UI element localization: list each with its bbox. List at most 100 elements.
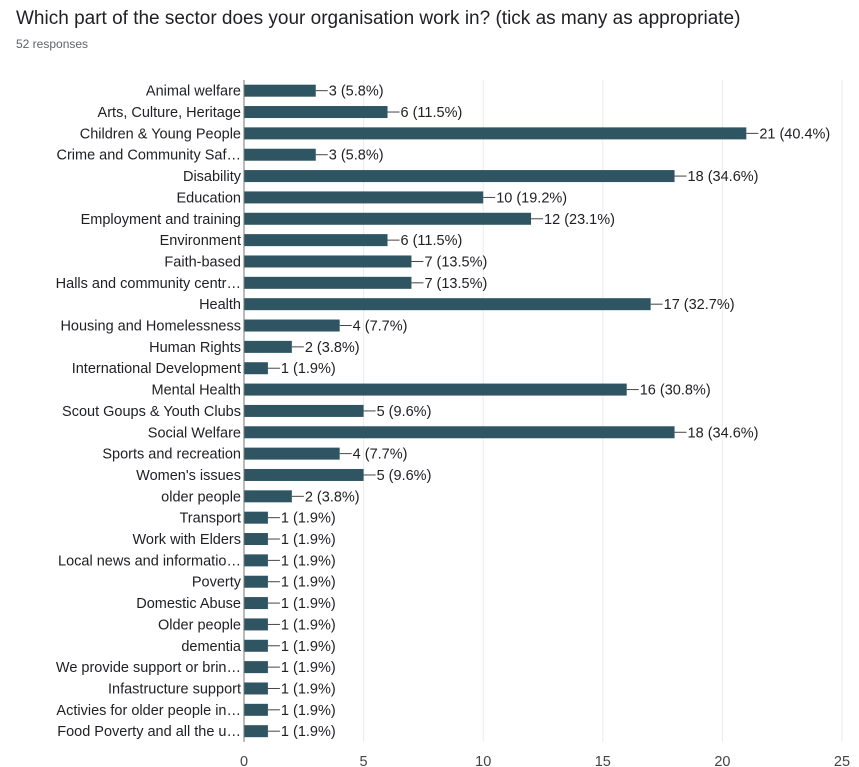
bar[interactable] bbox=[244, 575, 268, 588]
bar[interactable] bbox=[244, 404, 364, 417]
bar[interactable] bbox=[244, 597, 268, 610]
x-tick-label: 25 bbox=[834, 754, 850, 767]
category-label: Local news and informatio… bbox=[58, 553, 241, 569]
data-label: 18 (34.6%) bbox=[688, 425, 759, 441]
data-label: 10 (19.2%) bbox=[496, 190, 567, 206]
bar[interactable] bbox=[244, 298, 651, 311]
bar[interactable] bbox=[244, 639, 268, 652]
data-label: 1 (1.9%) bbox=[281, 361, 336, 377]
data-label: 1 (1.9%) bbox=[281, 575, 336, 591]
category-label: We provide support or brin… bbox=[56, 660, 241, 676]
bar[interactable] bbox=[244, 533, 268, 546]
bar[interactable] bbox=[244, 319, 340, 332]
bar[interactable] bbox=[244, 276, 412, 289]
bar[interactable] bbox=[244, 234, 388, 247]
bar[interactable] bbox=[244, 447, 340, 460]
data-label: 4 (7.7%) bbox=[353, 447, 408, 463]
data-label: 1 (1.9%) bbox=[281, 639, 336, 655]
data-label: 1 (1.9%) bbox=[281, 596, 336, 612]
bar[interactable] bbox=[244, 682, 268, 695]
data-label: 5 (9.6%) bbox=[377, 468, 432, 484]
category-label: Social Welfare bbox=[148, 425, 241, 441]
bar[interactable] bbox=[244, 106, 388, 119]
bar-layer bbox=[244, 84, 747, 738]
category-label: Mental Health bbox=[152, 383, 241, 399]
data-label: 1 (1.9%) bbox=[281, 703, 336, 719]
data-label: 1 (1.9%) bbox=[281, 532, 336, 548]
x-tick-label: 20 bbox=[714, 754, 730, 767]
category-label: Environment bbox=[160, 233, 241, 249]
data-label: 1 (1.9%) bbox=[281, 724, 336, 740]
data-label: 12 (23.1%) bbox=[544, 212, 615, 228]
bar[interactable] bbox=[244, 255, 412, 268]
bar[interactable] bbox=[244, 618, 268, 631]
data-label: 1 (1.9%) bbox=[281, 681, 336, 697]
data-label: 18 (34.6%) bbox=[688, 169, 759, 185]
category-label: Sports and recreation bbox=[102, 447, 241, 463]
bar[interactable] bbox=[244, 554, 268, 567]
bar[interactable] bbox=[244, 362, 268, 375]
data-label: 3 (5.8%) bbox=[329, 84, 384, 100]
category-label: dementia bbox=[181, 639, 242, 655]
category-label: Work with Elders bbox=[132, 532, 241, 548]
category-label: Women's issues bbox=[136, 468, 241, 484]
tick-layer: 0 5 10 15 20 25 bbox=[240, 754, 850, 767]
bar[interactable] bbox=[244, 511, 268, 524]
label-layer: Animal welfare 3 (5.8%) Arts, Culture, Her… bbox=[56, 84, 831, 740]
data-label: 3 (5.8%) bbox=[329, 148, 384, 164]
category-label: Housing and Homelessness bbox=[60, 319, 241, 335]
category-label: Education bbox=[177, 190, 242, 206]
data-label: 4 (7.7%) bbox=[353, 319, 408, 335]
bar[interactable] bbox=[244, 170, 675, 183]
data-label: 21 (40.4%) bbox=[759, 126, 830, 142]
data-label: 1 (1.9%) bbox=[281, 553, 336, 569]
category-label: Children & Young People bbox=[80, 126, 241, 142]
data-label: 1 (1.9%) bbox=[281, 511, 336, 527]
bar[interactable] bbox=[244, 725, 268, 738]
chart-header: Which part of the sector does your organ… bbox=[16, 7, 851, 52]
data-label: 1 (1.9%) bbox=[281, 660, 336, 676]
response-count: 52 responses bbox=[16, 37, 89, 51]
bar[interactable] bbox=[244, 468, 364, 481]
bar[interactable] bbox=[244, 383, 627, 396]
category-label: Food Poverty and all the u… bbox=[57, 724, 241, 740]
category-label: Activies for older people in… bbox=[56, 703, 241, 719]
data-label: 5 (9.6%) bbox=[377, 404, 432, 420]
chart-title: Which part of the sector does your organ… bbox=[16, 8, 741, 29]
data-label: 1 (1.9%) bbox=[281, 617, 336, 633]
category-label: Domestic Abuse bbox=[136, 596, 241, 612]
bar[interactable] bbox=[244, 191, 484, 204]
data-label: 6 (11.5%) bbox=[401, 233, 463, 249]
data-label: 7 (13.5%) bbox=[424, 254, 487, 270]
bar[interactable] bbox=[244, 661, 268, 674]
x-tick-label: 15 bbox=[595, 754, 611, 767]
bar[interactable] bbox=[244, 340, 292, 353]
data-label: 2 (3.8%) bbox=[305, 489, 360, 505]
category-label: International Development bbox=[72, 361, 241, 377]
bar[interactable] bbox=[244, 212, 532, 225]
category-label: Crime and Community Saf… bbox=[56, 148, 241, 164]
bar[interactable] bbox=[244, 490, 292, 503]
category-label: Employment and training bbox=[81, 212, 241, 228]
x-tick-label: 10 bbox=[475, 754, 491, 767]
x-tick-label: 5 bbox=[360, 754, 368, 767]
category-label: Older people bbox=[158, 617, 241, 633]
category-label: Halls and community centr… bbox=[56, 276, 241, 292]
data-label: 2 (3.8%) bbox=[305, 340, 360, 356]
bar[interactable] bbox=[244, 127, 747, 140]
bar[interactable] bbox=[244, 84, 316, 97]
bar[interactable] bbox=[244, 426, 675, 439]
grid-layer bbox=[243, 80, 843, 742]
category-label: Transport bbox=[179, 511, 241, 527]
category-label: Health bbox=[199, 297, 241, 313]
bar[interactable] bbox=[244, 703, 268, 716]
category-label: Infastructure support bbox=[108, 681, 241, 697]
category-label: Faith-based bbox=[164, 254, 241, 270]
bar[interactable] bbox=[244, 148, 316, 161]
category-label: Arts, Culture, Heritage bbox=[98, 105, 241, 121]
data-label: 6 (11.5%) bbox=[401, 105, 463, 121]
x-tick-label: 0 bbox=[240, 754, 248, 767]
category-label: Poverty bbox=[192, 575, 242, 591]
category-label: Animal welfare bbox=[146, 84, 241, 100]
